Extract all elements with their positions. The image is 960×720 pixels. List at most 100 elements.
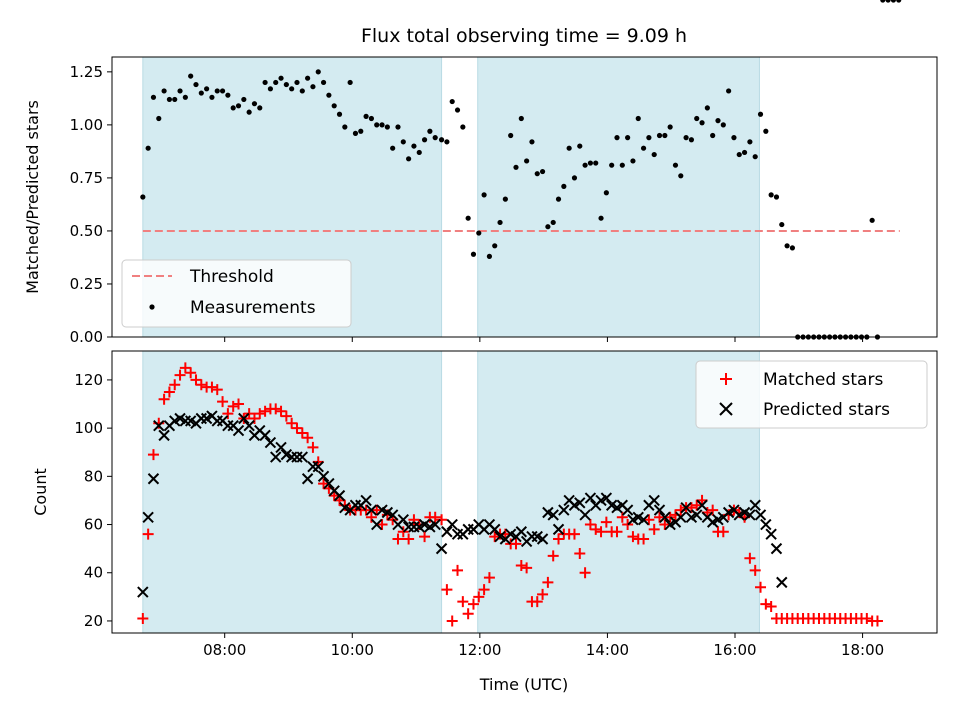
matched-point [648, 523, 660, 535]
measurement-point [363, 113, 369, 119]
matched-point [190, 374, 202, 386]
matched-point [158, 393, 170, 405]
predicted-point [360, 494, 372, 507]
predicted-point [584, 492, 597, 504]
legend-predicted-label: Predicted stars [763, 400, 890, 420]
matched-point [163, 386, 175, 398]
measurement-point [768, 192, 774, 198]
matched-point [478, 584, 490, 596]
matched-point [542, 576, 554, 588]
matched-stars-series [137, 362, 883, 627]
matched-point [537, 588, 549, 600]
measurement-point [251, 101, 258, 107]
measurement-point [432, 135, 438, 141]
predicted-point [744, 509, 756, 521]
measurement-point [635, 115, 641, 122]
predicted-point [147, 473, 160, 485]
matched-point [429, 511, 441, 523]
predicted-point [317, 470, 330, 483]
predicted-point [270, 451, 282, 463]
top-legend: Threshold Measurements [121, 259, 352, 328]
measurement-point [534, 171, 540, 177]
matched-point [489, 531, 501, 543]
predicted-point [232, 424, 245, 437]
matched-point [147, 449, 159, 461]
predicted-point [312, 460, 324, 473]
bottom-panel: 20 40 60 80 100 120 08:00 10:00 12:00 14:00 16:00… [31, 351, 938, 694]
matched-point [510, 538, 522, 550]
bottom-legend-box [695, 360, 928, 429]
measurement-point [683, 135, 689, 141]
predicted-point [648, 494, 660, 507]
x-tick-label: 16:00 [713, 641, 756, 659]
measurement-point [715, 118, 721, 124]
matched-point [654, 511, 666, 523]
y-tick-label: 0.75 [70, 169, 103, 187]
matched-point [233, 398, 245, 410]
measurement-point [204, 86, 210, 92]
matched-point [275, 405, 287, 417]
bottom-y-axis-label: Count [31, 468, 50, 516]
x-tick-label: 12:00 [458, 641, 501, 659]
measurement-point [156, 115, 162, 122]
measurement-point [320, 79, 327, 86]
y-tick-label: 60 [84, 516, 103, 534]
measurement-point [395, 124, 401, 130]
x-tick-label: 18:00 [841, 641, 884, 659]
measurement-point [896, 0, 902, 3]
matched-point [318, 478, 330, 490]
measurement-point [219, 88, 226, 94]
matched-point [376, 519, 388, 531]
y-tick-label: 120 [74, 371, 103, 389]
measurement-point [166, 96, 173, 103]
matched-point [483, 572, 495, 584]
measurement-point [651, 151, 657, 158]
measurement-point [710, 132, 716, 139]
measurement-point [390, 145, 396, 151]
y-tick-label: 40 [84, 564, 103, 582]
matched-point [392, 533, 404, 545]
legend-measurements-swatch [149, 304, 155, 310]
measurement-point [571, 175, 578, 181]
measurement-point [555, 196, 562, 202]
measurement-point [347, 79, 353, 86]
measurement-point [188, 73, 194, 79]
measurement-point [470, 251, 477, 257]
y-tick-label: 1.25 [70, 63, 103, 81]
top-legend-box [121, 259, 352, 328]
y-tick-label: 0.25 [70, 275, 103, 293]
matched-point [291, 422, 303, 434]
predicted-point [153, 420, 165, 432]
measurement-point [789, 245, 796, 251]
measurement-point [209, 94, 215, 100]
measurement-point [150, 94, 157, 100]
matched-point [765, 600, 777, 612]
predicted-point [547, 509, 559, 521]
matched-point [452, 564, 464, 576]
predicted-point [621, 504, 634, 516]
matched-point [195, 379, 207, 391]
measurement-point [662, 132, 668, 139]
measurement-point [331, 103, 337, 109]
predicted-point [754, 509, 767, 521]
matched-point [217, 396, 229, 408]
matched-point [574, 547, 586, 559]
legend-threshold-label: Threshold [189, 267, 274, 287]
measurement-point [294, 79, 300, 86]
measurement-point [603, 190, 609, 196]
matched-point [441, 584, 453, 596]
measurement-point [694, 115, 700, 122]
predicted-point [765, 528, 777, 540]
matched-point [462, 608, 474, 620]
predicted-point [243, 420, 255, 432]
predicted-point [371, 518, 383, 531]
predicted-point [680, 501, 692, 514]
measurement-point [880, 0, 886, 3]
matched-point [419, 531, 431, 543]
measurement-point [566, 145, 572, 151]
measurement-point [262, 79, 268, 86]
measurement-point [486, 253, 493, 259]
predicted-point [451, 528, 464, 540]
measurement-point [481, 192, 487, 198]
